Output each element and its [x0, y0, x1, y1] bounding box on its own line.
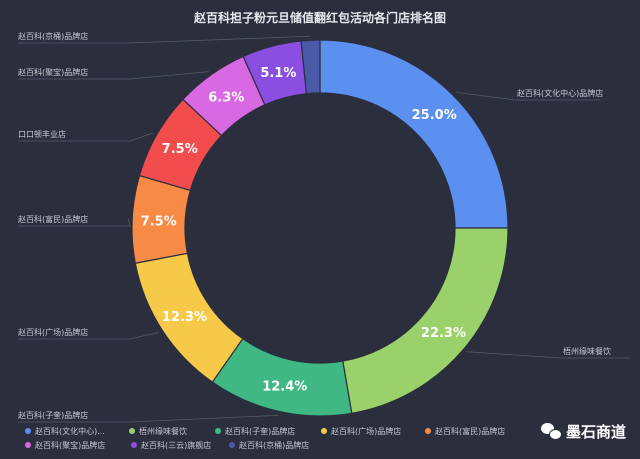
slice-percent-label: 7.5% [162, 142, 198, 157]
slice-percent-label: 25.0% [412, 108, 457, 123]
legend-marker [25, 428, 31, 434]
donut-slice [342, 227, 509, 414]
slice-name-label: 赵百科(文化中心)品牌店 [517, 88, 603, 98]
legend-marker [131, 442, 137, 448]
slice-name-label: 口口顿丰业店 [18, 129, 66, 139]
legend-marker [321, 428, 327, 434]
slice-leader-line [455, 91, 600, 101]
slice-leader-line [18, 414, 279, 423]
legend-item-label: 赵百科(三云)旗舰店 [141, 440, 211, 450]
legend-item-label: 赵百科(京桶)品牌店 [239, 440, 309, 450]
slice-name-label: 赵百科(聚宝)品牌店 [18, 67, 88, 77]
watermark: 墨石商道 [536, 419, 630, 443]
legend-item-label: 赵百科(富民)品牌店 [435, 426, 505, 436]
legend-marker [129, 428, 135, 434]
legend-item-label: 梧州缘味餐饮 [139, 426, 187, 436]
slice-leader-line [18, 332, 159, 340]
slice-percent-label: 12.4% [262, 380, 307, 395]
chart-title: 赵百科担子粉元旦储值翻红包活动各门店排名图 [193, 11, 446, 25]
slice-percent-label: 7.5% [141, 214, 177, 229]
legend-marker [25, 442, 31, 448]
slice-leader-line [466, 351, 630, 359]
slice-leader-line [18, 132, 154, 142]
legend-item-label: 赵百科(聚宝)品牌店 [35, 440, 105, 450]
slice-name-label: 赵百科(广场)品牌店 [18, 327, 88, 337]
slice-leader-line [18, 218, 131, 227]
slice-percent-label: 22.3% [421, 326, 466, 341]
legend-marker [229, 442, 235, 448]
slice-percent-label: 12.3% [162, 310, 207, 325]
legend-item-label: 赵百科(子奎)品牌店 [225, 426, 295, 436]
slice-name-label: 赵百科(富民)品牌店 [18, 214, 88, 224]
watermark-text: 墨石商道 [565, 422, 626, 441]
slice-name-label: 赵百科(京桶)品牌店 [18, 31, 88, 41]
slice-percent-label: 5.1% [260, 66, 296, 81]
legend-marker [425, 428, 431, 434]
slice-leader-line [18, 35, 311, 44]
donut-slice [319, 39, 509, 229]
wechat-icon [540, 423, 562, 440]
legend-item-label: 赵百科(广场)品牌店 [331, 426, 401, 436]
slice-name-label: 梧州缘味餐饮 [563, 346, 611, 356]
legend-item-label: 赵百科(文化中心)... [35, 426, 105, 436]
slice-name-label: 赵百科(子奎)品牌店 [18, 410, 88, 420]
legend-marker [215, 428, 221, 434]
donut-slice [300, 39, 321, 95]
slice-percent-label: 6.3% [208, 90, 244, 105]
slice-leader-line [18, 71, 209, 80]
